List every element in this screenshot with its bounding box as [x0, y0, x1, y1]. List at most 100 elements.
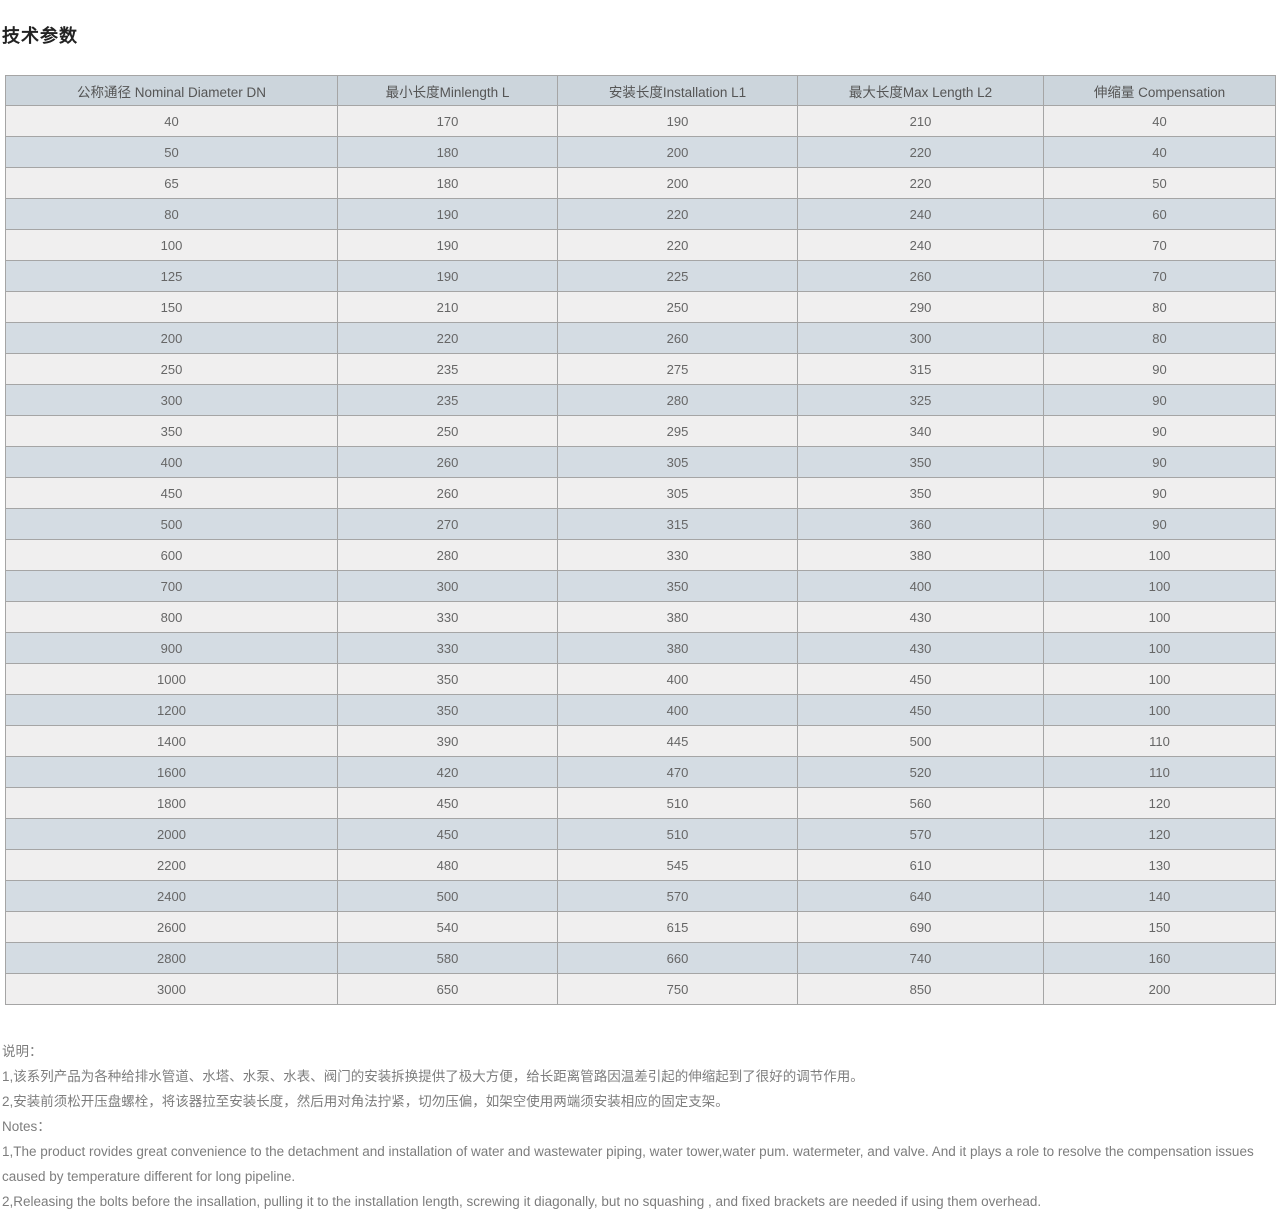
table-cell: 545	[557, 849, 798, 881]
table-cell: 240	[797, 198, 1044, 230]
table-cell: 2400	[5, 880, 338, 912]
table-row: 300 235 280 325 90	[5, 384, 1276, 416]
table-cell: 450	[797, 663, 1044, 695]
table-cell: 300	[5, 384, 338, 416]
table-cell: 110	[1043, 756, 1276, 788]
table-cell: 650	[337, 973, 558, 1005]
table-row: 600 280 330 380 100	[5, 539, 1276, 571]
notes-cn-list: 1,该系列产品为各种给排水管道、水塔、水泵、水表、阀门的安装拆换提供了极大方便，…	[2, 1064, 1275, 1114]
column-header: 伸缩量 Compensation	[1043, 75, 1276, 106]
table-cell: 70	[1043, 229, 1276, 261]
table-cell: 470	[557, 756, 798, 788]
table-cell: 2200	[5, 849, 338, 881]
table-cell: 390	[337, 725, 558, 757]
table-cell: 40	[1043, 105, 1276, 137]
table-cell: 100	[1043, 632, 1276, 664]
table-cell: 100	[1043, 539, 1276, 571]
table-cell: 250	[557, 291, 798, 323]
table-cell: 65	[5, 167, 338, 199]
table-cell: 260	[337, 477, 558, 509]
table-cell: 1800	[5, 787, 338, 819]
table-row: 200 220 260 300 80	[5, 322, 1276, 354]
table-row: 1600 420 470 520 110	[5, 756, 1276, 788]
table-cell: 225	[557, 260, 798, 292]
table-cell: 220	[797, 136, 1044, 168]
table-cell: 190	[337, 198, 558, 230]
table-cell: 610	[797, 849, 1044, 881]
table-cell: 190	[337, 229, 558, 261]
table-cell: 400	[557, 663, 798, 695]
table-cell: 280	[557, 384, 798, 416]
note-line: 1,The product rovides great convenience …	[2, 1144, 1254, 1184]
table-cell: 350	[797, 446, 1044, 478]
notes-en-title: Notes：	[2, 1119, 51, 1134]
table-cell: 210	[337, 291, 558, 323]
table-cell: 90	[1043, 415, 1276, 447]
table-cell: 540	[337, 911, 558, 943]
table-row: 700 300 350 400 100	[5, 570, 1276, 602]
table-cell: 570	[557, 880, 798, 912]
table-cell: 400	[5, 446, 338, 478]
table-cell: 220	[337, 322, 558, 354]
table-row: 500 270 315 360 90	[5, 508, 1276, 540]
table-cell: 260	[797, 260, 1044, 292]
table-cell: 180	[337, 136, 558, 168]
table-cell: 100	[1043, 694, 1276, 726]
table-cell: 200	[5, 322, 338, 354]
table-cell: 400	[557, 694, 798, 726]
table-cell: 110	[1043, 725, 1276, 757]
table-row: 1200 350 400 450 100	[5, 694, 1276, 726]
table-cell: 120	[1043, 787, 1276, 819]
table-row: 3000 650 750 850 200	[5, 973, 1276, 1005]
table-body: 40 170 190 210 40 50 180 200 220 40 65 180 200 220 50 8…	[5, 105, 1276, 1005]
table-row: 2600 540 615 690 150	[5, 911, 1276, 943]
table-cell: 500	[337, 880, 558, 912]
table-cell: 235	[337, 353, 558, 385]
table-cell: 690	[797, 911, 1044, 943]
table-cell: 90	[1043, 446, 1276, 478]
table-cell: 40	[5, 105, 338, 137]
table-cell: 380	[557, 601, 798, 633]
table-cell: 60	[1043, 198, 1276, 230]
table-cell: 150	[1043, 911, 1276, 943]
table-cell: 250	[5, 353, 338, 385]
table-cell: 150	[5, 291, 338, 323]
table-cell: 580	[337, 942, 558, 974]
table-cell: 430	[797, 632, 1044, 664]
column-header: 公称通径 Nominal Diameter DN	[5, 75, 338, 106]
table-cell: 350	[557, 570, 798, 602]
table-cell: 130	[1043, 849, 1276, 881]
table-cell: 275	[557, 353, 798, 385]
note-line: 1,该系列产品为各种给排水管道、水塔、水泵、水表、阀门的安装拆换提供了极大方便，…	[2, 1069, 864, 1084]
table-cell: 100	[1043, 601, 1276, 633]
table-cell: 100	[5, 229, 338, 261]
table-row: 450 260 305 350 90	[5, 477, 1276, 509]
table-cell: 270	[337, 508, 558, 540]
table-row: 250 235 275 315 90	[5, 353, 1276, 385]
table-cell: 170	[337, 105, 558, 137]
table-row: 1800 450 510 560 120	[5, 787, 1276, 819]
table-cell: 40	[1043, 136, 1276, 168]
table-row: 80 190 220 240 60	[5, 198, 1276, 230]
table-cell: 300	[797, 322, 1044, 354]
table-cell: 70	[1043, 260, 1276, 292]
table-cell: 500	[797, 725, 1044, 757]
table-cell: 220	[557, 229, 798, 261]
table-cell: 615	[557, 911, 798, 943]
table-cell: 80	[5, 198, 338, 230]
table-cell: 330	[337, 632, 558, 664]
table-cell: 2600	[5, 911, 338, 943]
table-cell: 1000	[5, 663, 338, 695]
table-cell: 2000	[5, 818, 338, 850]
table-cell: 400	[797, 570, 1044, 602]
table-cell: 140	[1043, 880, 1276, 912]
table-cell: 330	[337, 601, 558, 633]
table-row: 65 180 200 220 50	[5, 167, 1276, 199]
table-cell: 280	[337, 539, 558, 571]
table-cell: 700	[5, 570, 338, 602]
table-cell: 305	[557, 446, 798, 478]
table-cell: 200	[1043, 973, 1276, 1005]
table-cell: 800	[5, 601, 338, 633]
table-row: 1400 390 445 500 110	[5, 725, 1276, 757]
